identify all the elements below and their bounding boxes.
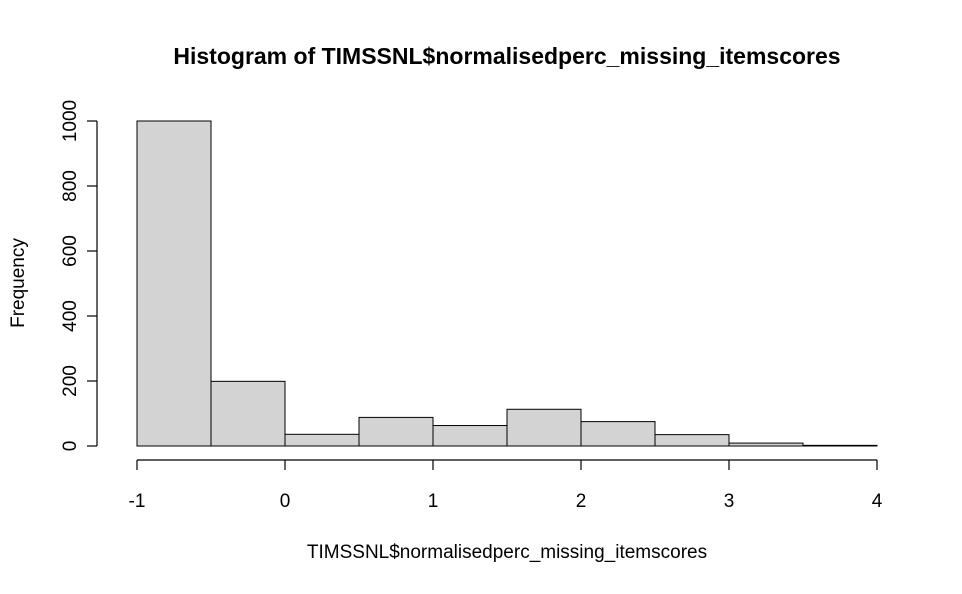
histogram-bar-0 [136,120,212,447]
y-axis-label: Frequency [8,238,29,328]
histogram-bar-6 [580,421,656,447]
histogram-bar-5 [506,408,582,447]
x-tick-label: 3 [724,491,735,512]
x-tick-label: 0 [280,491,291,512]
y-tick-label: 600 [60,235,81,267]
histogram-bar-2 [284,433,360,447]
histogram-bar-9 [802,444,878,447]
histogram-bar-1 [210,380,286,447]
y-tick-label: 1000 [60,100,81,142]
x-axis-label: TIMSSNL$normalisedperc_missing_itemscore… [307,542,707,563]
bars-group [136,120,878,447]
y-tick-label: 200 [60,365,81,397]
y-tick-label: 0 [60,441,81,452]
y-axis: 0 200 400 600 800 1000 [60,100,98,452]
histogram-bar-3 [358,416,434,447]
y-tick-label: 400 [60,300,81,332]
x-tick-label: 2 [576,491,587,512]
y-tick-label: 800 [60,170,81,202]
histogram-bar-4 [432,425,508,447]
x-tick-label: -1 [129,491,146,512]
x-axis: -1 0 1 2 3 4 [129,459,883,512]
histogram-bar-7 [654,434,730,447]
chart-title: Histogram of TIMSSNL$normalisedperc_miss… [173,43,840,69]
x-tick-label: 4 [872,491,883,512]
x-tick-label: 1 [428,491,439,512]
histogram-bar-8 [728,442,804,447]
